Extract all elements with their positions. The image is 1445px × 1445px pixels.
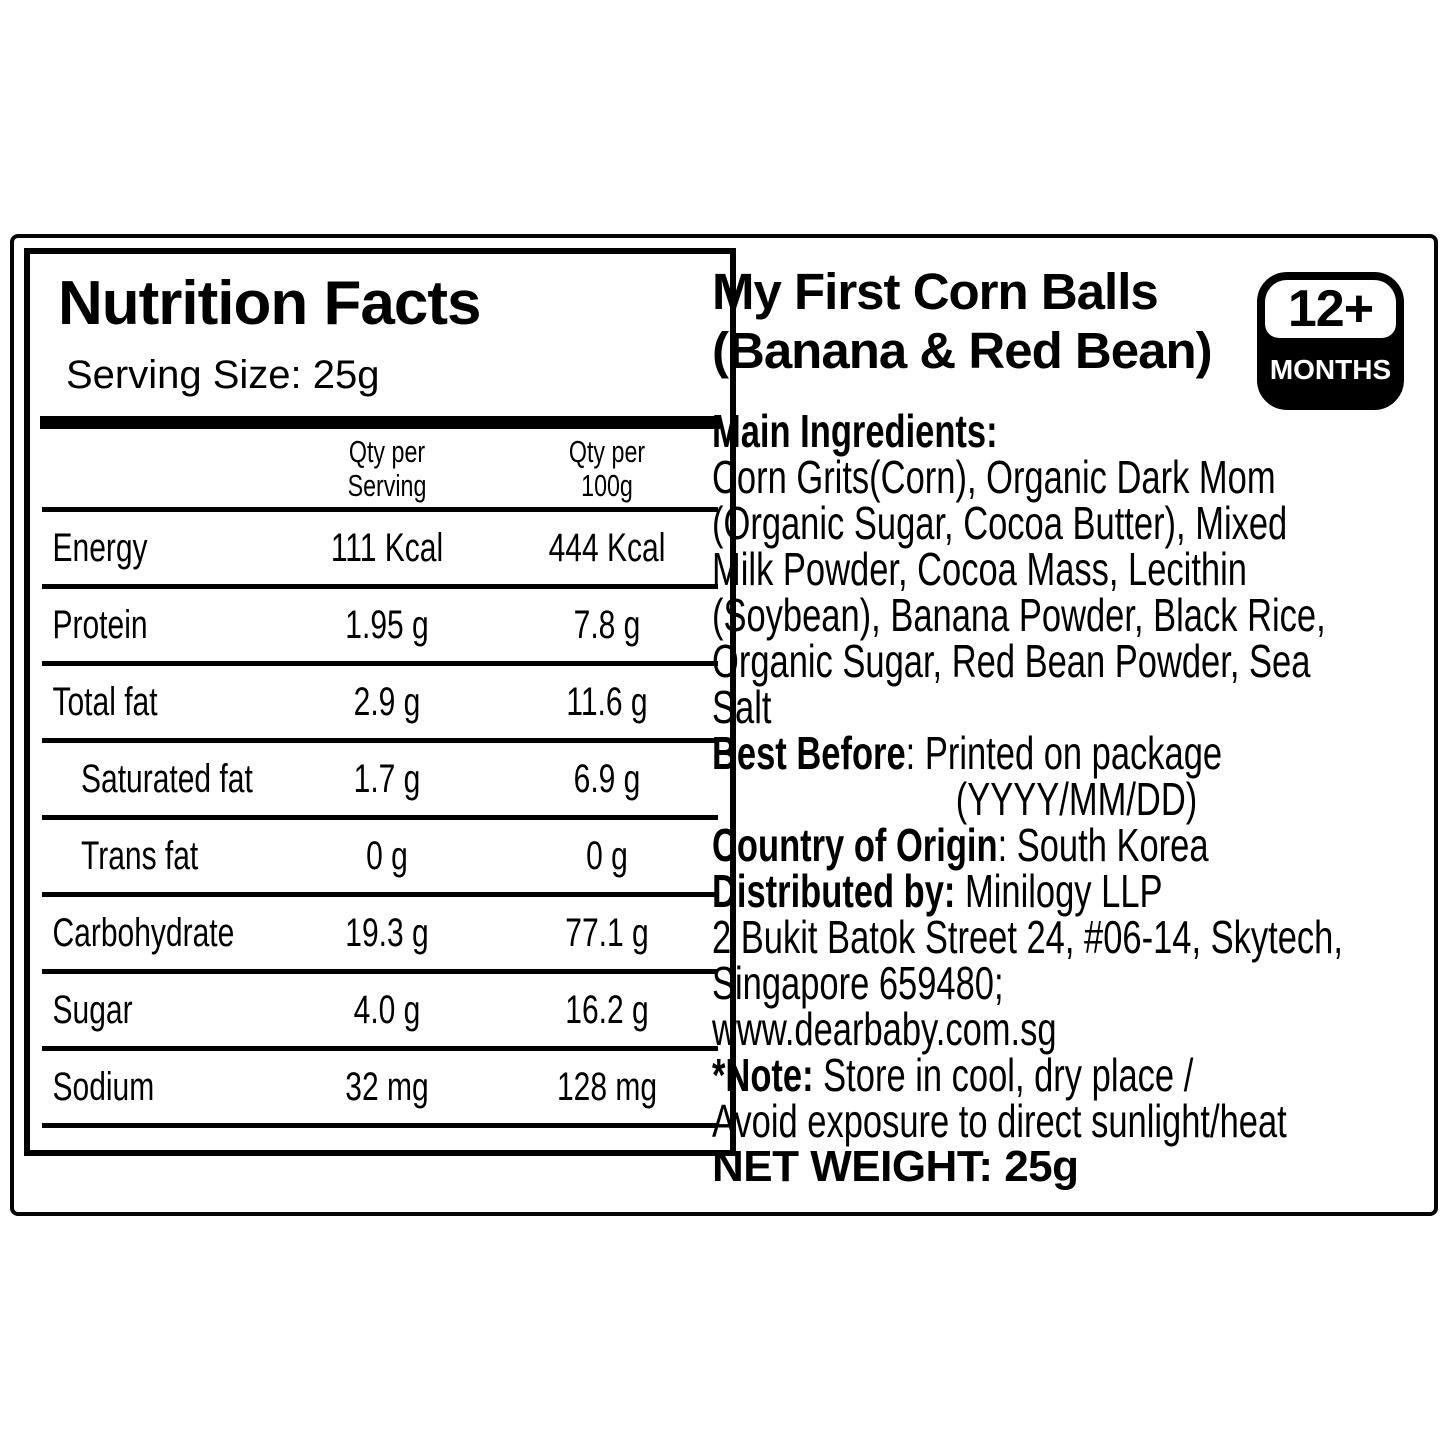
table-row: Total fat 2.9 g 11.6 g	[42, 666, 718, 743]
info-line-segment: 2 Bukit Batok Street 24, #06-14, Skytech…	[712, 911, 1343, 963]
column-header-spacer	[42, 435, 272, 503]
info-line-segment: (Organic Sugar, Cocoa Butter), Mixed	[712, 497, 1288, 549]
info-line: Best Before: Printed on package	[712, 730, 1248, 776]
info-line-segment: Main Ingredients:	[712, 405, 998, 457]
info-line-segment: Salt	[712, 681, 772, 733]
info-line: (Organic Sugar, Cocoa Butter), Mixed	[712, 500, 1287, 546]
product-title-line2: (Banana & Red Bean)	[712, 322, 1213, 379]
table-row: Sugar 4.0 g 16.2 g	[42, 974, 718, 1051]
column-header-100g-line1: Qty per	[568, 434, 646, 469]
row-qty-serving: 1.7 g	[353, 756, 421, 801]
product-title-line1: My First Corn Balls	[712, 263, 1159, 320]
nutrition-facts-title: Nutrition Facts	[58, 269, 481, 338]
row-label: Protein	[52, 602, 148, 647]
row-qty-100g: 6.9 g	[573, 756, 641, 801]
column-header-serving-line2: Serving	[347, 468, 427, 503]
serving-size: Serving Size: 25g	[66, 353, 380, 397]
age-badge-unit: MONTHS	[1269, 354, 1392, 385]
row-qty-100g: 7.8 g	[573, 602, 641, 647]
table-row: Energy 111 Kcal 444 Kcal	[42, 512, 718, 589]
row-qty-100g: 11.6 g	[566, 679, 648, 724]
age-badge: 12+ MONTHS	[1257, 272, 1404, 410]
info-line: (Soybean), Banana Powder, Black Rice,	[712, 592, 1326, 638]
info-line: NET WEIGHT: 25g	[712, 1144, 1427, 1190]
nutrition-facts-panel: Nutrition Facts Serving Size: 25g Qty pe…	[24, 248, 736, 1156]
info-line-segment: www.dearbaby.com.sg	[712, 1003, 1057, 1055]
product-title: My First Corn Balls (Banana & Red Bean)	[712, 262, 1427, 380]
row-qty-serving: 0 g	[366, 833, 408, 878]
product-label: Nutrition Facts Serving Size: 25g Qty pe…	[10, 234, 1438, 1216]
info-line-segment: : South Korea	[997, 819, 1209, 871]
info-line: Salt	[712, 684, 1248, 730]
info-line-segment: Distributed by:	[712, 865, 956, 917]
info-line: (YYYY/MM/DD)	[712, 776, 1248, 822]
row-qty-100g: 444 Kcal	[548, 525, 666, 570]
info-line-segment: (Soybean), Banana Powder, Black Rice,	[712, 589, 1326, 641]
info-line-segment: Store in cool, dry place /	[813, 1049, 1194, 1101]
info-line-segment: Singapore 659480;	[712, 957, 1004, 1009]
row-qty-100g: 77.1 g	[565, 910, 649, 955]
product-info-lines: Main Ingredients: Corn Grits(Corn), Orga…	[712, 408, 1427, 1190]
row-qty-serving: 4.0 g	[353, 987, 421, 1032]
nutrition-table-header: Qty per Serving Qty per 100g	[42, 429, 718, 512]
table-row: Sodium 32 mg 128 mg	[42, 1051, 718, 1128]
row-label: Carbohydrate	[52, 910, 235, 955]
info-line-segment: Avoid exposure to direct sunlight/heat	[712, 1095, 1287, 1147]
info-line: Avoid exposure to direct sunlight/heat	[712, 1098, 1287, 1144]
info-line: Main Ingredients:	[712, 408, 1248, 454]
row-label: Energy	[52, 525, 148, 570]
row-qty-100g: 0 g	[586, 833, 628, 878]
info-line-segment: Corn Grits(Corn), Organic Dark Mom	[712, 451, 1276, 503]
row-qty-serving: 1.95 g	[345, 602, 429, 647]
age-badge-value: 12+	[1265, 280, 1396, 338]
header-divider-bar	[40, 416, 720, 429]
row-qty-serving: 19.3 g	[345, 910, 429, 955]
column-header-serving-line1: Qty per	[348, 434, 426, 469]
info-line: www.dearbaby.com.sg	[712, 1006, 1248, 1052]
info-line: *Note: Store in cool, dry place /	[712, 1052, 1248, 1098]
row-qty-serving: 111 Kcal	[330, 525, 444, 570]
info-line: Milk Powder, Cocoa Mass, Lecithin	[712, 546, 1248, 592]
nutrition-table-body: Energy 111 Kcal 444 Kcal Protein 1.95 g …	[42, 512, 718, 1128]
info-line-segment: *Note:	[712, 1049, 814, 1101]
column-header-serving: Qty per Serving	[301, 435, 474, 503]
info-line-segment: Country of Origin	[712, 819, 998, 871]
info-line: Distributed by: Minilogy LLP	[712, 868, 1248, 914]
row-label: Sodium	[52, 1064, 155, 1109]
info-line: Organic Sugar, Red Bean Powder, Sea	[712, 638, 1310, 684]
table-row: Saturated fat 1.7 g 6.9 g	[42, 743, 718, 820]
table-row: Carbohydrate 19.3 g 77.1 g	[42, 897, 718, 974]
product-info-panel: My First Corn Balls (Banana & Red Bean) …	[712, 238, 1427, 1212]
info-line: 2 Bukit Batok Street 24, #06-14, Skytech…	[712, 914, 1343, 960]
row-label: Sugar	[52, 987, 133, 1032]
row-label: Total fat	[52, 679, 158, 724]
info-line-segment: Best Before	[712, 727, 906, 779]
column-header-100g-line2: 100g	[581, 468, 633, 503]
info-line-segment: (YYYY/MM/DD)	[955, 773, 1198, 825]
info-line-segment: : Printed on package	[905, 727, 1223, 779]
info-line: Corn Grits(Corn), Organic Dark Mom	[712, 454, 1276, 500]
column-header-100g: Qty per 100g	[528, 435, 686, 503]
info-line: Singapore 659480;	[712, 960, 1248, 1006]
info-line-segment: Milk Powder, Cocoa Mass, Lecithin	[712, 543, 1247, 595]
info-line-segment: Minilogy LLP	[955, 865, 1163, 917]
row-qty-serving: 2.9 g	[353, 679, 421, 724]
row-qty-serving: 32 mg	[345, 1064, 429, 1109]
info-line-segment: Organic Sugar, Red Bean Powder, Sea	[712, 635, 1311, 687]
info-line-segment: NET WEIGHT: 25g	[712, 1142, 1079, 1191]
nutrition-table: Qty per Serving Qty per 100g Energy 111 …	[42, 429, 718, 1128]
row-label: Saturated fat	[81, 756, 253, 801]
table-row: Trans fat 0 g 0 g	[42, 820, 718, 897]
info-line: Country of Origin: South Korea	[712, 822, 1248, 868]
row-qty-100g: 128 mg	[556, 1064, 658, 1109]
row-label: Trans fat	[81, 833, 199, 878]
table-row: Protein 1.95 g 7.8 g	[42, 589, 718, 666]
row-qty-100g: 16.2 g	[565, 987, 649, 1032]
